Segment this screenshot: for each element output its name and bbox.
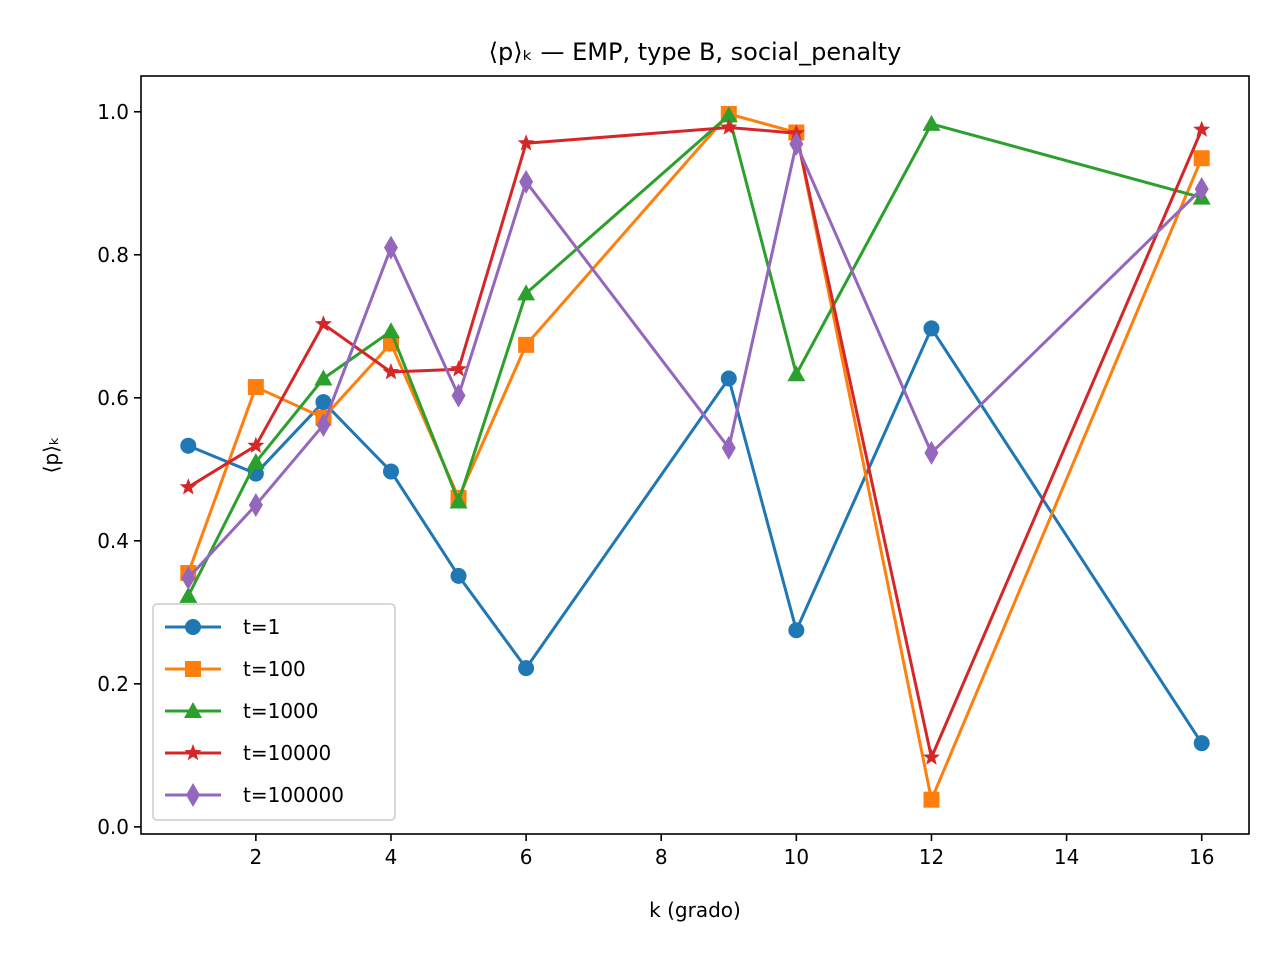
y-tick-label: 0.4 (97, 529, 129, 553)
data-point (1194, 176, 1209, 201)
legend-label: t=100 (243, 657, 306, 681)
x-tick-label: 8 (655, 845, 668, 869)
y-tick-label: 0.8 (97, 243, 129, 267)
series-line (187, 125, 1204, 759)
legend-item: t=1000 (165, 699, 319, 723)
data-point (179, 586, 198, 603)
y-tick-label: 0.6 (97, 386, 129, 410)
data-point (248, 493, 263, 518)
legend-item: t=100 (165, 657, 306, 681)
legend: t=1 t=100 t=1000 t=10000 t=100000 (152, 603, 396, 821)
data-point (923, 791, 940, 808)
data-point (720, 370, 737, 387)
data-point (179, 478, 197, 495)
data-point (247, 436, 265, 453)
series-line (186, 113, 1203, 597)
y-tick-label: 0.2 (97, 672, 129, 696)
y-axis: 0.0 0.2 0.4 0.6 0.8 1.0 (97, 100, 141, 839)
data-point (246, 453, 265, 470)
x-tick-label: 2 (249, 845, 262, 869)
series-t-100000 (181, 131, 1209, 590)
x-tick-label: 10 (784, 845, 809, 869)
data-point (922, 114, 941, 131)
data-point (789, 131, 804, 156)
legend-marker (185, 619, 201, 635)
legend-marker (184, 744, 202, 761)
data-point (315, 394, 332, 411)
legend-box (152, 603, 396, 821)
series-line (186, 112, 1204, 802)
data-point (382, 463, 399, 480)
chart-title: ⟨p⟩ₖ — EMP, type B, social_penalty (489, 38, 902, 66)
data-point (316, 412, 331, 437)
data-point (787, 365, 806, 382)
data-point (383, 235, 398, 260)
data-point (247, 379, 264, 396)
legend-label: t=1000 (243, 699, 319, 723)
data-point (181, 565, 196, 590)
x-tick-label: 16 (1189, 845, 1214, 869)
data-point (923, 320, 940, 337)
legend-label: t=1 (243, 615, 280, 639)
data-point (1193, 120, 1211, 137)
plot-frame (140, 75, 1250, 835)
legend-marker (186, 783, 200, 807)
data-point (719, 106, 738, 123)
data-point (449, 492, 468, 509)
data-point (1193, 150, 1210, 167)
y-tick-label: 0.0 (97, 815, 129, 839)
data-point (518, 336, 535, 353)
data-point (519, 169, 534, 194)
legend-marker (185, 661, 201, 677)
x-axis-label: k (grado) (649, 898, 741, 922)
y-axis-label: ⟨p⟩ₖ (39, 437, 63, 474)
data-point (518, 660, 535, 677)
data-point (449, 360, 468, 377)
legend-label: t=100000 (243, 783, 344, 807)
data-point (922, 748, 941, 765)
data-point (720, 118, 738, 135)
x-tick-label: 14 (1054, 845, 1079, 869)
x-tick-label: 12 (919, 845, 944, 869)
series-t-1 (180, 320, 1210, 752)
data-point (1193, 735, 1210, 752)
series-t-10000 (179, 118, 1211, 765)
data-point (451, 383, 466, 408)
data-point (450, 567, 467, 584)
legend-item: t=1 (165, 615, 280, 639)
x-tick-label: 4 (385, 845, 398, 869)
series-t-1000 (179, 106, 1211, 603)
data-point (721, 435, 736, 460)
data-point (381, 322, 400, 339)
series-line (187, 326, 1203, 744)
legend-item: t=100000 (165, 783, 344, 807)
plot-area (179, 105, 1211, 808)
legend-marker (184, 702, 202, 718)
data-point (382, 363, 400, 380)
data-point (180, 437, 197, 454)
data-point (314, 315, 332, 332)
x-axis: 2 4 6 8 10 12 14 16 (249, 834, 1214, 869)
data-point (924, 440, 939, 465)
data-point (517, 284, 536, 301)
legend-item: t=10000 (165, 741, 331, 765)
series-line (187, 142, 1203, 580)
data-point (788, 622, 805, 639)
data-point (314, 369, 333, 386)
x-tick-label: 6 (520, 845, 533, 869)
legend-label: t=10000 (243, 741, 331, 765)
y-tick-label: 1.0 (97, 100, 129, 124)
data-point (517, 134, 535, 151)
